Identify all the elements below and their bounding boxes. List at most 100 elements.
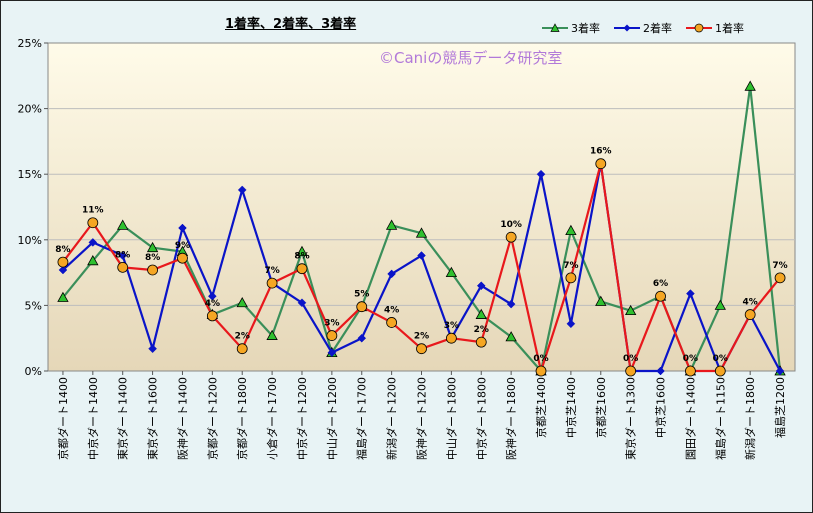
series-1-point (565, 272, 577, 284)
series-2-point (297, 298, 307, 308)
legend-label-2: 2着率 (643, 22, 672, 35)
x-tick-label: 阪神ダート1200 (415, 377, 429, 460)
data-label: 6% (653, 279, 668, 289)
data-label: 0% (533, 354, 548, 364)
legend-item-1: 1着率 (686, 20, 744, 36)
series-1-point (57, 256, 69, 268)
legend-label-3: 3着率 (571, 22, 600, 35)
x-tick-label: 新潟ダート1200 (385, 377, 399, 460)
x-tick-label: 中山ダート1800 (444, 377, 458, 460)
data-label: 4% (743, 298, 758, 308)
series-1-point (386, 317, 398, 328)
legend-marker-3 (542, 23, 568, 32)
x-tick-label: 阪神ダート1800 (504, 377, 518, 460)
series-3-point (415, 227, 428, 238)
series-2-point (118, 251, 128, 260)
y-axis: 0% 5% 10% 15% 20% 25% (18, 37, 48, 378)
y-tick-label: 10% (18, 234, 42, 247)
series-1-point (595, 158, 607, 170)
series-3-point (296, 245, 308, 257)
series-1-point (236, 343, 248, 355)
data-label: 10% (500, 220, 522, 230)
data-labels: 8% 11% 8% 8% 9% 4% 2% 7% 8% 3% 5% 4% 2% 3% 2% 10% 0% 7% 16… (55, 147, 787, 364)
series-1-point (744, 309, 756, 320)
series-3-point (475, 308, 487, 319)
x-tick-label: 中京芝1600 (654, 377, 668, 438)
x-tick-label: 中山ダート1200 (325, 377, 339, 460)
data-label: 0% (683, 354, 698, 364)
x-tick-label: 中京芝1400 (564, 377, 578, 438)
x-tick-label: 小倉ダート1700 (265, 377, 279, 460)
x-axis: 京都ダート1400 中京ダート1400 東京ダート1400 東京ダート1600 阪神ダー… (56, 371, 787, 460)
legend-label-1: 1着率 (715, 22, 744, 35)
legend-marker-1 (686, 23, 712, 33)
series-3-point (146, 241, 159, 253)
data-label: 5% (354, 290, 369, 300)
data-label: 7% (563, 261, 578, 271)
data-label: 8% (145, 253, 160, 263)
series-2-point (178, 223, 187, 233)
series-2-point (237, 185, 247, 195)
series-2-point (566, 319, 576, 329)
data-label: 0% (623, 354, 638, 364)
x-tick-label: 中京ダート1400 (86, 377, 100, 460)
series-1-point (206, 310, 218, 322)
data-label: 11% (82, 206, 104, 216)
legend-marker-2 (614, 24, 640, 32)
x-tick-label: 東京ダート1400 (116, 377, 130, 460)
x-tick-label: 京都芝1400 (534, 377, 548, 438)
series-2-point (88, 238, 98, 247)
data-label: 2% (474, 325, 489, 335)
x-tick-label: 中京ダート1200 (295, 377, 309, 460)
series-3-point (87, 254, 99, 266)
series-2-point (417, 251, 426, 260)
data-label: 7% (772, 261, 787, 271)
data-label: 4% (205, 299, 220, 309)
series-1-point (266, 277, 278, 289)
data-label: 8% (115, 250, 130, 260)
data-label: 16% (590, 147, 612, 157)
x-tick-label: 福島ダート1150 (713, 377, 727, 460)
legend-item-3: 3着率 (542, 20, 600, 36)
x-tick-label: 福島芝1200 (773, 377, 787, 438)
series-2-point (775, 366, 785, 376)
x-tick-label: 京都ダート1200 (205, 377, 219, 460)
series-3-point (565, 224, 577, 236)
x-tick-label: 福島ダート1700 (355, 377, 369, 460)
data-label: 3% (324, 319, 339, 329)
series-1-point (147, 264, 158, 276)
y-tick-label: 20% (18, 103, 42, 116)
series-1-point (356, 301, 368, 313)
y-tick-label: 0% (25, 365, 42, 378)
series-2-point (148, 344, 157, 354)
data-label: 7% (264, 266, 279, 276)
series-2-point (327, 348, 337, 357)
data-label: 8% (55, 245, 70, 255)
series-1-point (625, 365, 637, 377)
series-1-point (416, 343, 427, 355)
series-2-point (686, 289, 695, 298)
series-1-point (177, 252, 188, 264)
series-3-point (505, 331, 517, 342)
series-1-point (326, 330, 338, 341)
data-label: 2% (414, 332, 429, 342)
series-1-point (774, 272, 786, 284)
series-1-point (505, 231, 517, 243)
series-3-point (595, 295, 607, 306)
plot-area (47, 42, 796, 372)
series-3-point (236, 296, 248, 308)
series-3-point (445, 266, 458, 278)
series-group (57, 80, 786, 377)
series-3-point (624, 304, 637, 316)
series-2-point (536, 169, 546, 179)
legend-item-2: 2着率 (614, 20, 672, 36)
x-tick-label: 阪神ダート1400 (175, 377, 189, 460)
x-tick-label: 京都芝1600 (594, 377, 608, 438)
data-label: 3% (444, 321, 459, 331)
y-tick-label: 15% (18, 168, 42, 181)
data-label: 2% (235, 332, 250, 342)
series-1-point (714, 365, 726, 377)
legend: 3着率 2着率 1着率 (542, 18, 758, 38)
series-3-point (714, 299, 726, 310)
